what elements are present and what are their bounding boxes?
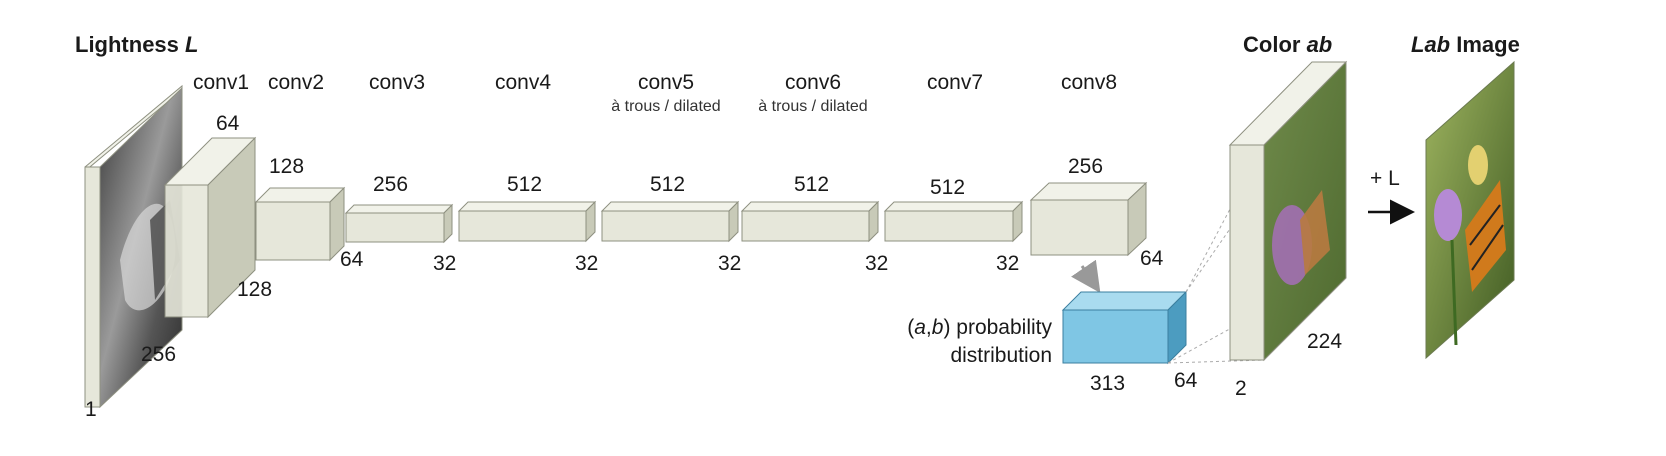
conv5-block xyxy=(600,200,740,243)
dim-conv3-channels: 256 xyxy=(373,173,409,196)
conv8-block xyxy=(1029,181,1148,257)
dim-conv2-channels: 128 xyxy=(269,155,305,178)
conv8-to-prob-arrow xyxy=(1071,259,1101,293)
dim-conv1-size: 128 xyxy=(237,278,273,301)
layer-label-conv4: conv4 xyxy=(494,71,552,94)
prob-distribution-block xyxy=(1061,290,1188,365)
dim-conv5-size: 32 xyxy=(718,252,742,275)
prob-distribution-label: (a,b) probability distribution xyxy=(907,316,1052,368)
dim-conv5-channels: 512 xyxy=(650,173,686,196)
dim-conv3-size: 32 xyxy=(433,252,457,275)
layer-label-conv2: conv2 xyxy=(267,71,325,94)
dim-conv8-size: 64 xyxy=(1140,247,1164,270)
dim-input-size: 256 xyxy=(141,343,177,366)
color-ab-slab xyxy=(1228,60,1348,362)
lightness-title: Lightness L xyxy=(75,32,199,57)
conv4-block xyxy=(457,200,597,243)
lab-image-slab xyxy=(1425,60,1515,360)
dim-conv8-channels: 256 xyxy=(1068,155,1104,178)
dim-conv4-size: 32 xyxy=(575,252,599,275)
dim-conv1-channels: 64 xyxy=(216,112,240,135)
layer-label-conv7: conv7 xyxy=(926,71,984,94)
layer-label-conv5: conv5 xyxy=(637,71,695,94)
conv2-block xyxy=(254,186,346,262)
input-image-slab xyxy=(84,84,183,409)
dim-conv2-size: 64 xyxy=(340,248,364,271)
dim-conv7-channels: 512 xyxy=(930,176,966,199)
dim-ab-channels: 2 xyxy=(1235,377,1247,400)
dim-conv4-channels: 512 xyxy=(507,173,543,196)
conv1-block xyxy=(163,136,257,319)
color-ab-title: Color ab xyxy=(1243,32,1333,57)
layer-label-conv3: conv3 xyxy=(368,71,426,94)
layer-label-conv6: conv6 xyxy=(784,71,842,94)
conv3-block xyxy=(344,203,454,244)
layer-note-conv5: à trous / dilated xyxy=(611,98,721,115)
ab-color-photo xyxy=(1263,60,1347,362)
dim-ab-size: 224 xyxy=(1307,330,1343,353)
conv7-block xyxy=(883,200,1024,243)
dim-input-depth: 1 xyxy=(85,398,97,421)
dim-conv7-size: 32 xyxy=(996,252,1020,275)
conv6-block xyxy=(740,200,880,243)
plus-l-label: + L xyxy=(1370,167,1400,190)
dim-conv6-channels: 512 xyxy=(794,173,830,196)
dim-prob-bins: 313 xyxy=(1090,372,1126,395)
dim-prob-size: 64 xyxy=(1174,369,1198,392)
lab-color-photo xyxy=(1425,60,1515,360)
layer-note-conv6: à trous / dilated xyxy=(758,98,868,115)
lab-image-title: Lab Image xyxy=(1411,32,1520,57)
dim-conv6-size: 32 xyxy=(865,252,889,275)
layer-label-conv1: conv1 xyxy=(192,71,250,94)
layer-label-conv8: conv8 xyxy=(1060,71,1118,94)
